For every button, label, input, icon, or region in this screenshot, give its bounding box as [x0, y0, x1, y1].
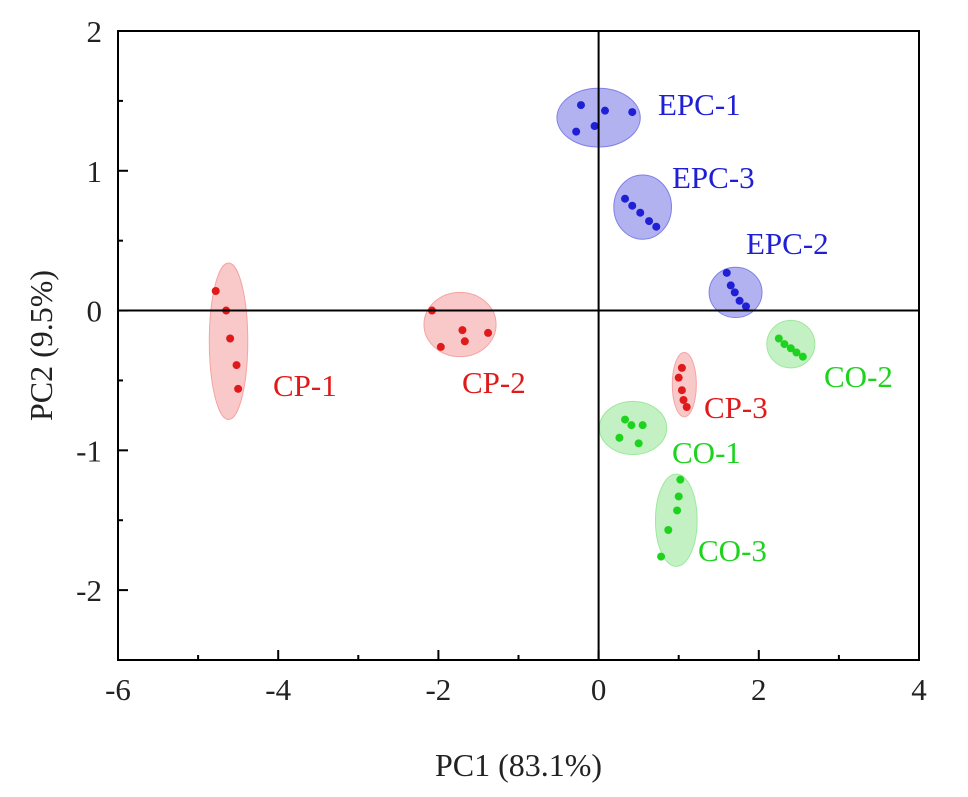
group-labels: EPC-1 EPC-3 EPC-2 CP-1 CP-2 CP-3 CO-2 CO-1 CO-3: [273, 87, 893, 568]
label-co-3: CO-3: [698, 533, 767, 568]
label-cp-2: CP-2: [462, 365, 526, 400]
label-epc-2: EPC-2: [746, 226, 829, 261]
x-tick-label: -4: [265, 672, 291, 707]
point-epc-3: [621, 194, 630, 203]
point-cp-2: [436, 342, 445, 351]
point-epc-2: [730, 288, 739, 297]
y-tick-label: 1: [87, 154, 103, 189]
point-cp-3: [674, 373, 683, 382]
point-cp-3: [677, 363, 686, 372]
y-axis-title: PC2 (9.5%): [23, 270, 59, 421]
data-points: [211, 101, 807, 561]
label-epc-3: EPC-3: [672, 160, 755, 195]
point-co-3: [673, 506, 682, 515]
point-epc-3: [652, 222, 661, 231]
point-co-3: [676, 475, 685, 484]
y-tick-label: -1: [76, 433, 102, 468]
point-co-2: [780, 340, 789, 349]
point-epc-3: [645, 217, 654, 226]
y-tick-label: 2: [87, 14, 103, 49]
y-tick-label: 0: [87, 294, 103, 329]
point-cp-3: [682, 403, 691, 412]
point-cp-2: [460, 337, 469, 346]
point-co-1: [615, 433, 624, 442]
point-cp-3: [677, 386, 686, 395]
point-co-1: [638, 421, 647, 430]
reference-lines: [118, 31, 919, 660]
point-cp-1: [232, 361, 241, 370]
point-epc-1: [628, 108, 637, 117]
ellipse-epc-3: [613, 174, 672, 240]
label-co-2: CO-2: [824, 359, 893, 394]
point-cp-1: [211, 286, 220, 295]
point-cp-3: [679, 396, 688, 405]
point-co-3: [674, 492, 683, 501]
point-co-3: [657, 552, 666, 561]
x-tick-label: 0: [591, 672, 607, 707]
label-co-1: CO-1: [672, 435, 741, 470]
point-epc-3: [636, 208, 645, 217]
point-epc-1: [572, 127, 581, 136]
point-co-1: [621, 415, 630, 424]
point-epc-3: [628, 201, 637, 210]
point-co-2: [786, 344, 795, 353]
point-co-1: [634, 439, 643, 448]
point-epc-1: [601, 106, 610, 115]
point-cp-2: [484, 328, 493, 337]
point-epc-2: [722, 268, 731, 277]
point-epc-2: [735, 296, 744, 305]
point-co-2: [774, 334, 783, 343]
x-tick-label: -2: [425, 672, 451, 707]
point-epc-1: [590, 122, 599, 131]
point-epc-2: [741, 302, 750, 311]
point-co-2: [792, 348, 801, 357]
ellipse-co-3: [654, 473, 698, 567]
axis-ticks: -6 -4 -2 0 2 4 2 1 0 -1 -2: [76, 14, 927, 707]
label-epc-1: EPC-1: [658, 87, 741, 122]
point-co-1: [627, 421, 636, 430]
point-cp-1: [226, 334, 235, 343]
x-tick-label: 2: [751, 672, 767, 707]
point-cp-2: [458, 326, 467, 335]
label-cp-3: CP-3: [704, 390, 768, 425]
ellipse-cp-2: [423, 291, 497, 358]
point-co-3: [664, 526, 673, 535]
label-cp-1: CP-1: [273, 368, 337, 403]
y-tick-label: -2: [76, 573, 102, 608]
x-tick-label: 4: [911, 672, 927, 707]
point-epc-2: [726, 281, 735, 290]
point-co-2: [798, 352, 807, 361]
x-axis-title: PC1 (83.1%): [435, 747, 602, 783]
point-cp-1: [234, 384, 243, 393]
ellipse-co-2: [766, 319, 816, 369]
point-epc-1: [576, 101, 585, 110]
x-tick-label: -6: [105, 672, 131, 707]
